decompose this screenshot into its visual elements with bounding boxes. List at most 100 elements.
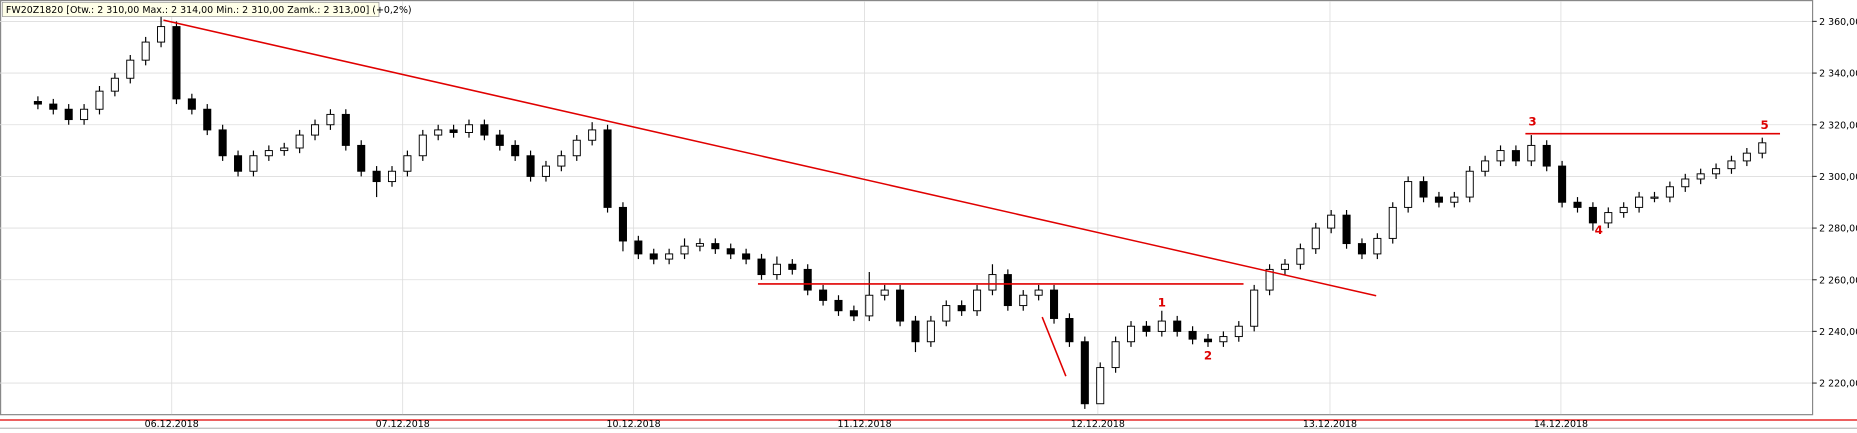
candle-body [1419, 181, 1428, 198]
candle-body [942, 305, 951, 322]
candle-body [295, 134, 304, 149]
candle-body [695, 243, 704, 247]
candle-body [326, 113, 335, 126]
candle-body [1450, 196, 1459, 203]
candle-body [973, 289, 982, 312]
x-tick-label: 13.12.2018 [1303, 419, 1357, 430]
candle-body [141, 41, 150, 61]
candle-body [1481, 160, 1490, 172]
candle-body [572, 139, 581, 157]
candle-body [1096, 367, 1105, 405]
candle-body [1373, 237, 1382, 255]
candle-body [1080, 341, 1089, 405]
candle-body [49, 103, 58, 110]
candle-body [1250, 289, 1259, 327]
candle-body [1203, 338, 1213, 343]
candle-body [865, 294, 874, 317]
candle-body [926, 320, 935, 343]
candle-body [64, 108, 73, 121]
candle-body [1727, 160, 1736, 170]
candle-body [665, 253, 674, 260]
candle-body [33, 101, 42, 105]
y-tick-label: 2 360,00 [1819, 17, 1857, 28]
candle-body [634, 240, 643, 255]
candle-body [1342, 214, 1351, 245]
candle-body [480, 124, 489, 136]
candle-body [387, 170, 397, 183]
candle-body [1157, 320, 1166, 332]
candle-body [1280, 263, 1290, 270]
candle-body [757, 258, 766, 276]
candle-body [1635, 196, 1644, 208]
candle-body [742, 253, 751, 260]
candle-body [588, 129, 597, 141]
candle-body [834, 299, 843, 312]
candle-body [449, 129, 458, 133]
candle-body [1496, 150, 1505, 162]
candle-body [896, 289, 905, 322]
candle-body [1357, 243, 1366, 255]
annotation: 3 [1528, 114, 1536, 128]
candle-body [1296, 248, 1305, 265]
candle-body [1188, 330, 1197, 340]
candle-body [95, 90, 104, 110]
annotation: 2 [1204, 349, 1212, 363]
x-tick-label: 11.12.2018 [837, 419, 891, 430]
candle-body [110, 77, 119, 92]
candle-body [541, 165, 550, 177]
candle-body [280, 147, 289, 152]
candle-body [418, 134, 427, 157]
title-box [2, 2, 380, 17]
candle-body [511, 144, 520, 157]
candle-body [126, 59, 135, 79]
candle-body [1604, 212, 1613, 224]
candle-body [1588, 206, 1597, 224]
candle-body [1742, 152, 1751, 162]
candle-body [1219, 336, 1228, 343]
candle-body [1511, 150, 1520, 162]
y-tick-label: 2 240,00 [1819, 327, 1857, 338]
grid [0, 1, 1812, 415]
candle-body [1573, 201, 1582, 208]
candle-body [1003, 274, 1012, 307]
candle-body [1142, 325, 1151, 332]
candle-body [495, 134, 504, 146]
candle-body [726, 248, 735, 255]
candle-body [1034, 289, 1043, 296]
candle-body [1234, 325, 1243, 338]
candle-body [526, 155, 535, 177]
candle-body [218, 129, 227, 157]
annotation: 5 [1761, 118, 1769, 132]
chart-title: FW20Z1820 [Otw.: 2 310,00 Max.: 2 314,00… [6, 5, 412, 16]
candle-body [1265, 268, 1274, 291]
candle-body [803, 268, 812, 291]
candle-body [203, 108, 212, 131]
candle-body [1434, 196, 1443, 203]
candle-body [1111, 341, 1120, 369]
candle-body [1696, 173, 1705, 180]
candle-body [187, 98, 196, 110]
candle-body [403, 155, 412, 172]
candle-body [788, 263, 797, 270]
candle-body [1619, 206, 1628, 214]
candle-body [1388, 206, 1397, 239]
candle-body [172, 26, 181, 100]
candle-body [1681, 178, 1690, 188]
trend-line [1041, 316, 1067, 377]
trend-line [163, 19, 1377, 297]
y-tick-label: 2 340,00 [1819, 69, 1857, 80]
candle-body [1558, 165, 1567, 203]
candle-body [1527, 144, 1536, 162]
candle-body [911, 320, 920, 343]
candle-body [1465, 170, 1474, 198]
candle-body [603, 129, 612, 208]
y-tick-label: 2 300,00 [1819, 172, 1857, 183]
axis: 2 220,00 2 240,00 2 260,00 2 280,00 2 300,00… [145, 17, 1857, 430]
candle-body [1665, 186, 1674, 198]
candle-body [1311, 227, 1320, 250]
candle-body [1065, 318, 1074, 343]
candle-body [1173, 320, 1182, 332]
candle-body [557, 155, 566, 167]
candle-body [1019, 294, 1028, 307]
